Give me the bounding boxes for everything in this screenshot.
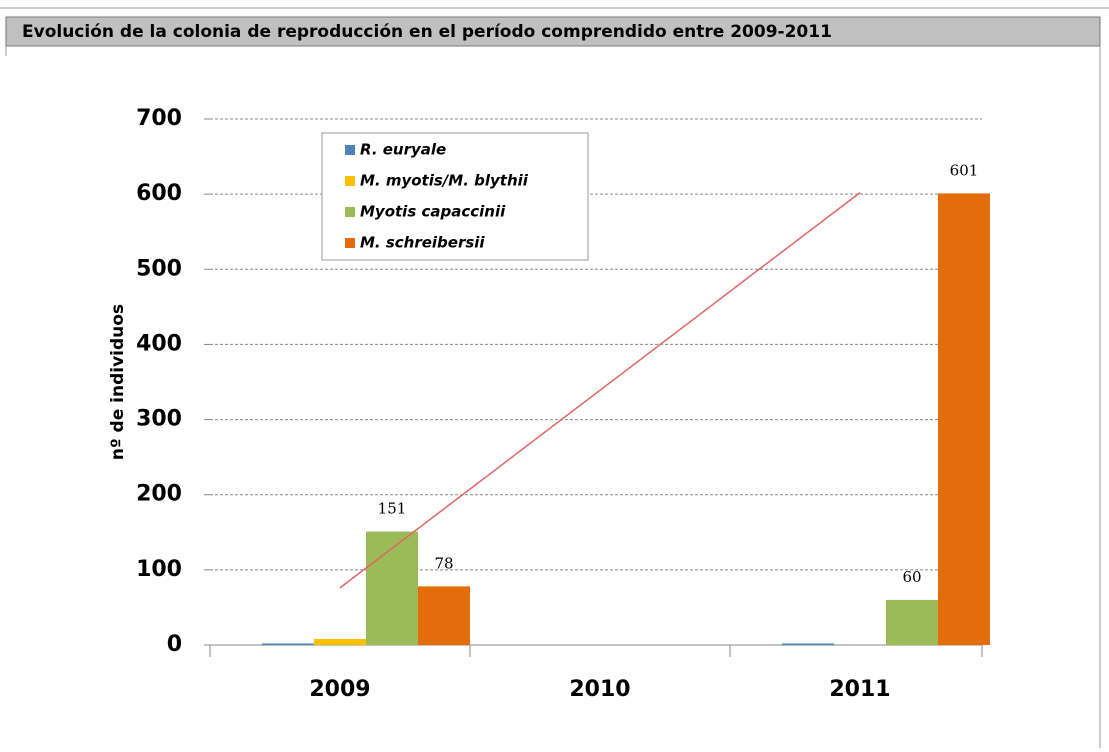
y-tick-label: 300 [136,407,182,432]
bar [314,638,366,645]
y-tick-label: 400 [136,331,182,356]
legend-swatch [345,145,355,155]
y-axis-label: nº de individuos [108,304,128,460]
y-tick-label: 0 [167,632,182,657]
data-label: 151 [378,500,407,518]
y-tick-label: 600 [136,181,182,206]
x-tick-label: 2011 [829,677,890,702]
bar [886,599,938,645]
data-label: 60 [902,568,921,586]
header-bar [5,16,1101,47]
legend-label: R. euryale [360,141,446,159]
legend-swatch [345,207,355,217]
trendline [339,192,861,589]
bar [782,643,834,645]
bar [262,643,314,645]
legend-label: M. myotis/M. blythii [360,172,529,190]
x-tick-label: 2009 [309,677,370,702]
legend-label: M. schreibersii [360,234,485,252]
data-label: 78 [434,554,453,572]
y-tick-label: 500 [136,256,182,281]
y-tick-label: 100 [136,557,182,582]
y-tick-label: 700 [136,106,182,131]
bar [938,193,990,646]
legend-swatch [345,176,355,186]
legend-box [321,132,589,261]
bar [418,586,470,645]
header-title: Evolución de la colonia de reproducción … [22,22,832,42]
x-tick-label: 2010 [569,677,630,702]
bar [366,531,418,645]
y-tick-label: 200 [136,482,182,507]
data-label: 601 [950,161,979,179]
legend-swatch [345,238,355,248]
legend-label: Myotis capaccinii [360,203,506,221]
